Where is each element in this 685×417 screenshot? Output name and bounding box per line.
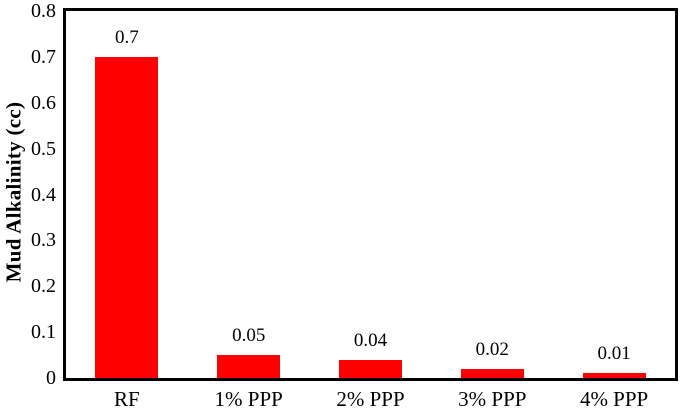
- y-tick-label: 0.6: [31, 91, 56, 114]
- bar-slot: 0.05: [188, 11, 310, 378]
- x-category-label: RF: [114, 387, 140, 411]
- bar-slot: 0.01: [553, 11, 675, 378]
- y-tick-label: 0.4: [31, 183, 56, 206]
- y-tick-label: 0.5: [31, 137, 56, 160]
- bar-value-label: 0.7: [115, 27, 139, 48]
- y-tick-label: 0: [46, 367, 56, 389]
- y-tick-label: 0.2: [31, 275, 56, 298]
- x-category-label: 3% PPP: [458, 387, 527, 411]
- x-axis-category-labels: RF 1% PPP 2% PPP 3% PPP 4% PPP: [66, 387, 675, 411]
- bar-value-label: 0.02: [475, 339, 509, 360]
- bar-slot: 0.04: [310, 11, 432, 378]
- bar-slot: 0.7: [66, 11, 188, 378]
- plot-area: 0.7 0.05 0.04 0.02 0.01: [63, 8, 678, 381]
- x-category-label: 2% PPP: [336, 387, 405, 411]
- y-tick-label: 0.3: [31, 229, 56, 252]
- bar: [217, 355, 281, 378]
- y-tick-label: 0.7: [31, 45, 56, 68]
- y-tick-label: 0.8: [31, 0, 56, 22]
- bar-value-label: 0.04: [353, 330, 388, 351]
- bar: [338, 360, 402, 378]
- bar: [460, 369, 524, 378]
- bar: [95, 57, 159, 378]
- bar-value-label: 0.01: [597, 343, 631, 364]
- x-category-label: 1% PPP: [214, 387, 283, 411]
- bar: [582, 373, 646, 378]
- x-category-label: 4% PPP: [579, 387, 649, 411]
- bar-value-label: 0.05: [232, 325, 266, 346]
- y-tick-label: 0.1: [31, 321, 56, 344]
- bar-slot: 0.02: [431, 11, 553, 378]
